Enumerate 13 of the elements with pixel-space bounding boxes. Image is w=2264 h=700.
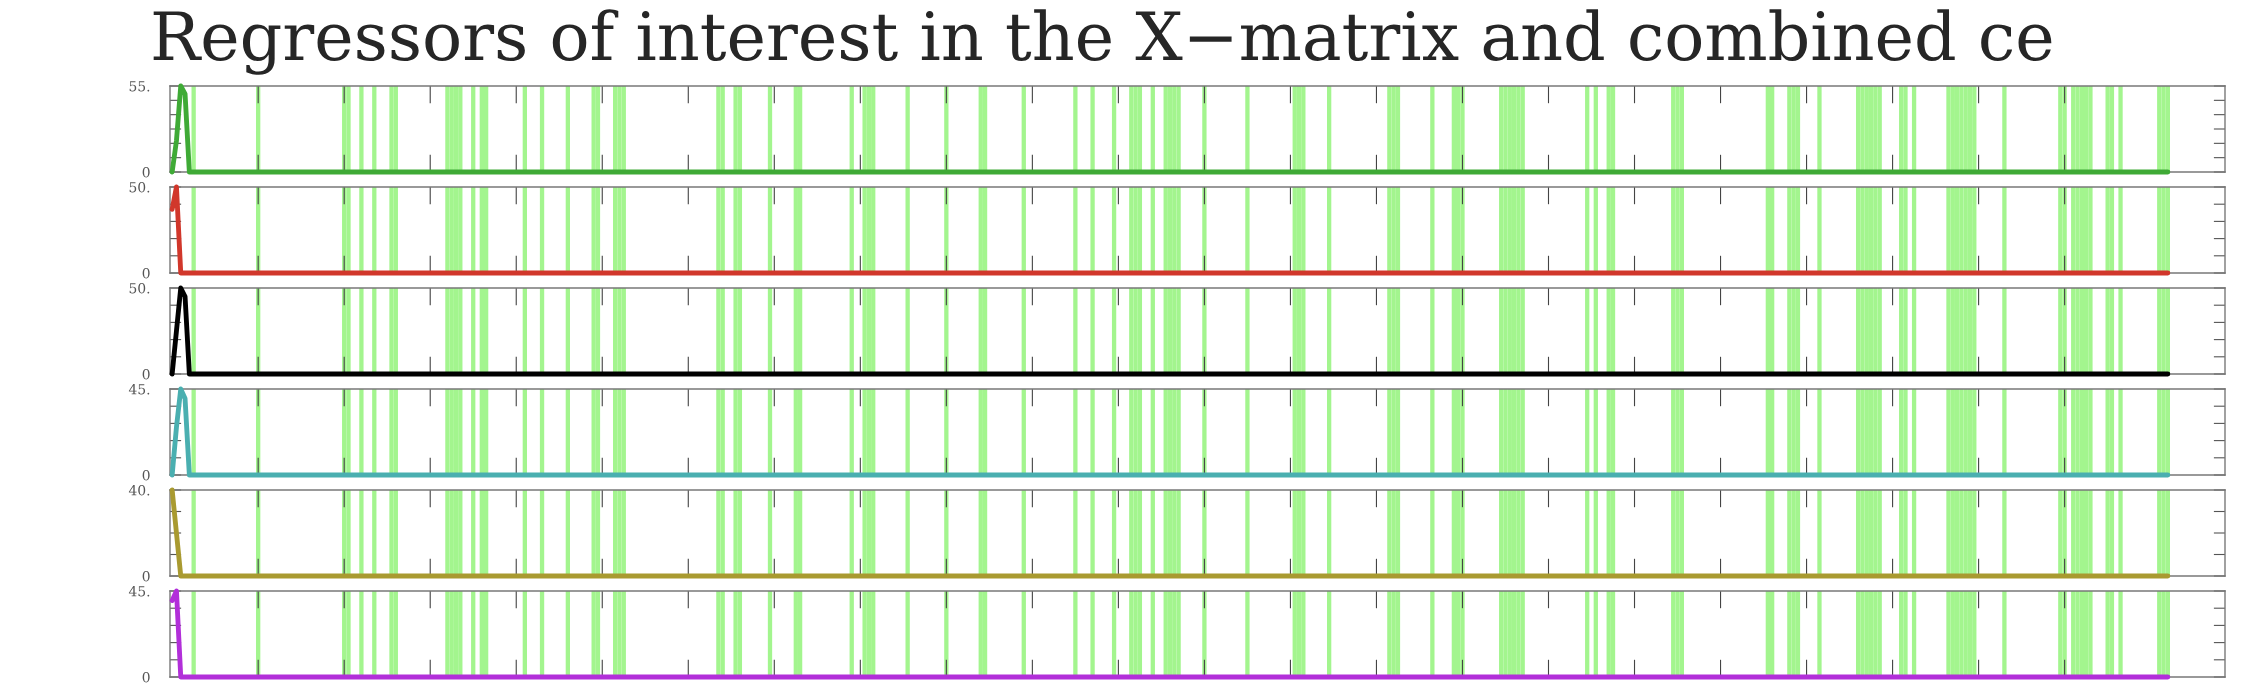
y-tick-label: 45. (128, 383, 150, 395)
chart-title: Regressors of interest in the X−matrix and combined ce (153, 9, 2052, 75)
y-tick-label: 40. (128, 484, 150, 496)
y-tick-label: 0 (142, 671, 150, 683)
y-tick-label: 50. (129, 282, 150, 294)
y-tick-label: 0 (142, 469, 150, 481)
y-tick-label: 0 (142, 267, 150, 279)
y-tick-label: 0 (142, 166, 150, 178)
y-tick-label: 50. (129, 181, 150, 193)
y-tick-label: 45. (128, 585, 150, 597)
y-tick-label: 0 (142, 570, 150, 582)
y-tick-label: 0 (142, 368, 150, 380)
y-tick-label: 55. (129, 81, 150, 92)
